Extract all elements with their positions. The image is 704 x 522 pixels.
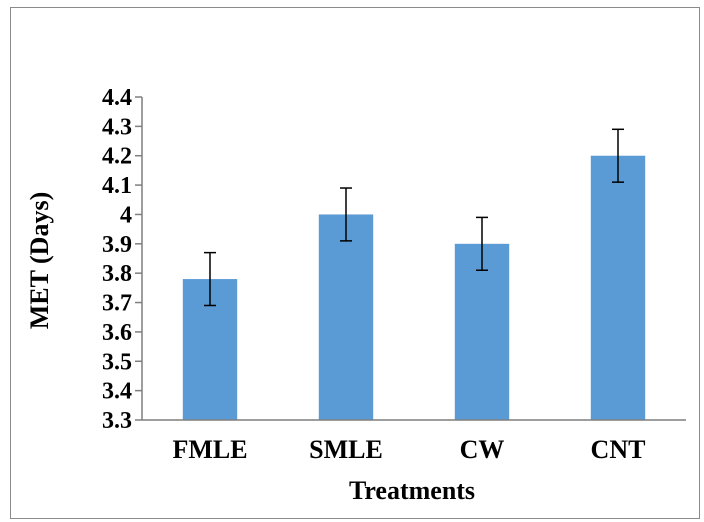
x-tick-label: CW — [460, 435, 505, 464]
y-tick-label: 3.6 — [102, 320, 132, 346]
y-tick-label: 4.1 — [102, 173, 132, 199]
error-bar-cw — [476, 216, 488, 271]
y-tick-label: 3.4 — [102, 379, 132, 405]
y-axis-ticks: 3.3 3.4 3.5 3.6 3.7 3.8 3.9 4 4.1 4.2 4.3 4.4 — [102, 85, 142, 434]
bars — [182, 155, 646, 420]
y-tick-label: 3.9 — [102, 232, 132, 258]
y-tick-label: 4.2 — [102, 144, 132, 170]
y-tick-label: 4 — [120, 202, 132, 228]
error-bars — [204, 128, 624, 307]
y-axis-title: MET (Days) — [25, 192, 54, 329]
error-bar-cnt — [612, 128, 624, 183]
error-bar-fmle — [204, 251, 216, 307]
x-tick-label: CNT — [591, 435, 646, 464]
x-axis-title: Treatments — [349, 476, 475, 505]
chart-frame — [10, 7, 700, 519]
x-tick-label: SMLE — [309, 435, 383, 464]
x-tick-label: FMLE — [172, 435, 247, 464]
bar-cnt — [590, 155, 646, 420]
bar-cw — [454, 243, 510, 420]
y-tick-label: 3.8 — [102, 261, 132, 287]
y-tick-label: 4.3 — [102, 114, 132, 140]
y-tick-label: 3.7 — [102, 291, 132, 317]
bar-smle — [318, 214, 374, 420]
y-tick-label: 3.5 — [102, 349, 132, 375]
y-tick-label: 3.3 — [102, 408, 132, 434]
y-tick-label: 4.4 — [102, 85, 132, 111]
x-axis-tick-labels: FMLE SMLE CW CNT — [172, 435, 645, 464]
error-bar-smle — [340, 187, 352, 242]
axes — [141, 97, 686, 421]
